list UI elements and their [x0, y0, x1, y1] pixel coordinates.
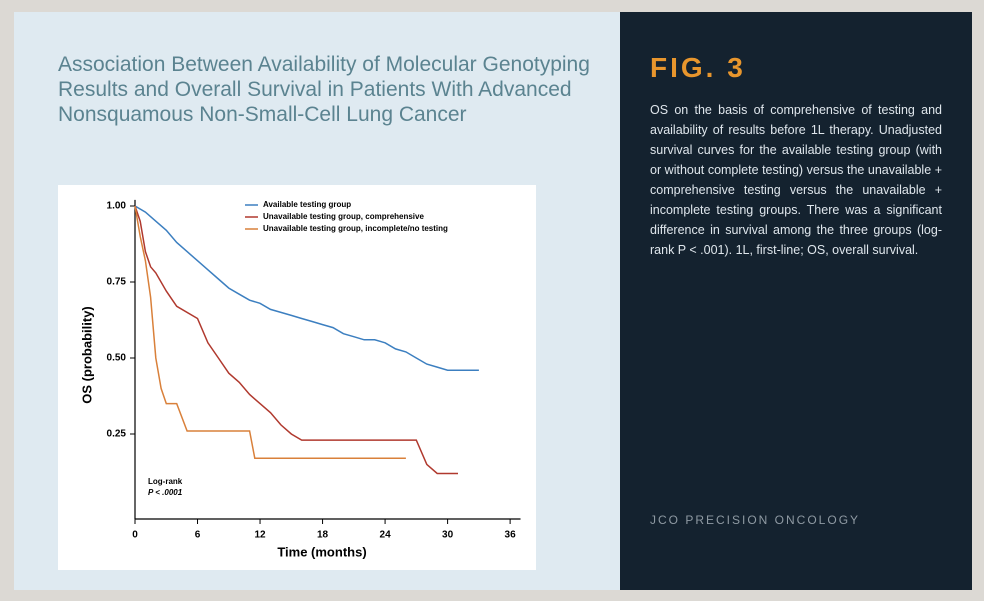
y-tick-label: 0.50 — [107, 353, 127, 364]
y-axis-label: OS (probability) — [79, 306, 94, 404]
right-panel — [620, 12, 972, 590]
x-tick-label: 30 — [442, 530, 454, 541]
y-tick-label: 0.25 — [107, 429, 127, 440]
x-tick-label: 6 — [195, 530, 201, 541]
survival-curve — [134, 205, 406, 460]
figure-caption: OS on the basis of comprehensive of test… — [650, 103, 942, 257]
annotation: Log-rank — [148, 477, 183, 486]
x-tick-label: 18 — [317, 530, 329, 541]
y-tick-label: 1.00 — [107, 201, 127, 212]
slide-title: Association Between Availability of Mole… — [58, 53, 590, 126]
x-tick-label: 36 — [505, 530, 517, 541]
x-tick-label: 12 — [254, 530, 266, 541]
survival-curve — [134, 205, 458, 475]
figure-label: FIG. 3 — [650, 52, 746, 83]
legend-label: Unavailable testing group, incomplete/no… — [263, 224, 448, 233]
x-axis-label: Time (months) — [277, 544, 366, 559]
y-tick-label: 0.75 — [107, 277, 127, 288]
x-tick-label: 24 — [380, 530, 392, 541]
annotation: P < .0001 — [148, 488, 183, 497]
source: JCO PRECISION ONCOLOGY — [650, 513, 861, 527]
survival-curve — [134, 205, 479, 371]
chart-background — [58, 185, 536, 570]
x-tick-label: 0 — [132, 530, 138, 541]
legend-label: Unavailable testing group, comprehensive — [263, 212, 424, 221]
legend-label: Available testing group — [263, 200, 351, 209]
